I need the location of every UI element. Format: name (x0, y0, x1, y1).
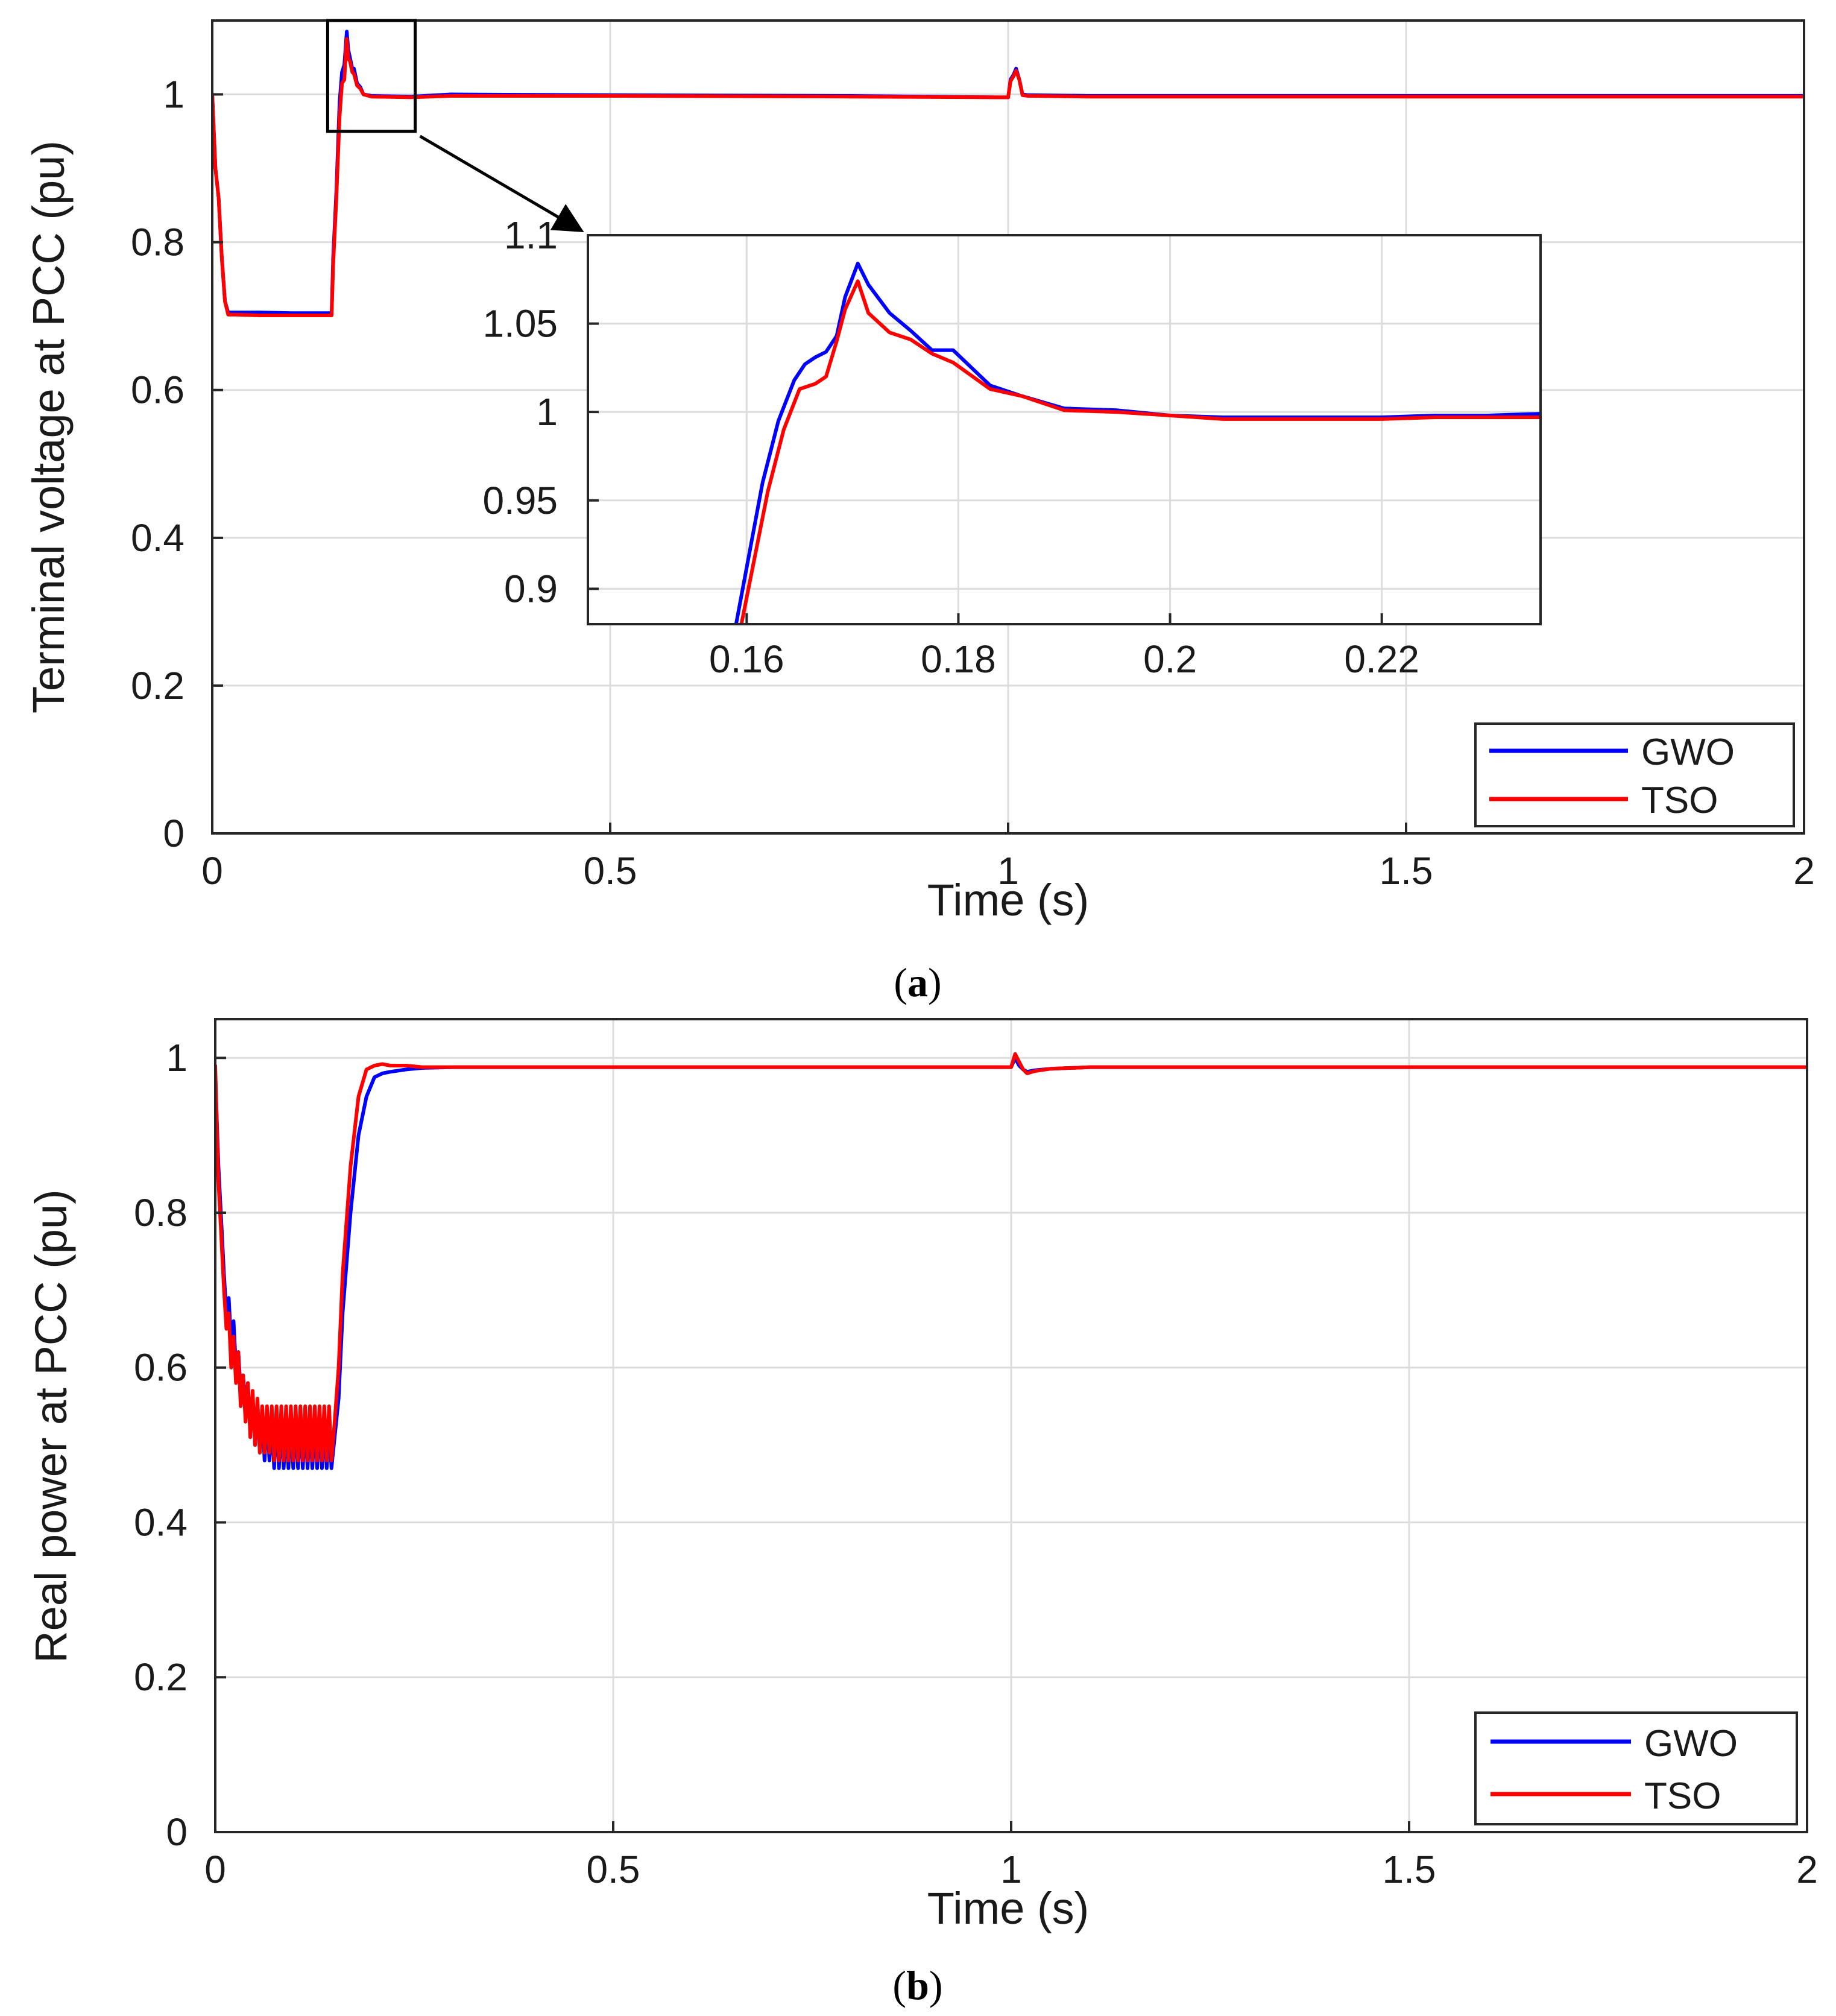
x-axis-label-b: Time (s) (927, 1883, 1090, 1933)
legend-label-gwo: GWO (1644, 1723, 1738, 1765)
y-tick-label: 0.9 (504, 567, 558, 610)
chart-panel-a: 0 0.2 0.4 0.6 0.8 1 0 0.5 1 1.5 2 0.9 0.95 1 1.05 1.1… (24, 19, 1815, 1005)
x-tick-label: 2 (1793, 849, 1815, 893)
zoom-box (326, 19, 417, 133)
legend-box-b (1474, 1711, 1798, 1825)
y-tick-label: 1 (163, 73, 185, 116)
x-tick-label: 2 (1796, 1848, 1818, 1891)
x-tick-label: 0 (201, 849, 223, 893)
grid-b (214, 1019, 1808, 1833)
inset-x-ticks: 0.16 0.18 0.2 0.22 (709, 613, 1419, 681)
x-tick-label: 1.5 (1383, 1848, 1436, 1891)
legend-box-a (1474, 722, 1795, 827)
x-axis-label-a: Time (s) (927, 875, 1090, 925)
y-tick-label: 0.2 (131, 664, 185, 707)
x-tick-label: 0.18 (921, 637, 996, 681)
y-tick-label: 0.4 (134, 1500, 188, 1544)
inset-plot-area (734, 261, 1541, 624)
x-tick-label: 0.5 (587, 1848, 640, 1891)
chart-panel-b: 0 0.2 0.4 0.6 0.8 1 0 0.5 1 1.5 2 GWO TSO Time (s… (26, 1018, 1818, 2008)
series-line-tso (212, 37, 1804, 317)
y-ticks-b: 0 0.2 0.4 0.6 0.8 1 (134, 1036, 226, 1854)
y-tick-label: 0.2 (134, 1655, 188, 1699)
y-tick-label: 1 (166, 1036, 188, 1079)
x-tick-label: 0.2 (1143, 637, 1197, 681)
y-axis-label-b: Real power at PCC (pu) (26, 1189, 76, 1663)
y-tick-label: 1 (536, 390, 558, 434)
legend-b: GWO TSO (1474, 1711, 1798, 1825)
y-ticks-a: 0 0.2 0.4 0.6 0.8 1 (131, 73, 223, 855)
y-tick-label: 0.95 (482, 479, 558, 522)
zoom-indicator (326, 19, 584, 233)
series-line-tso (739, 279, 1541, 624)
inset-y-ticks: 0.9 0.95 1 1.05 1.1 (482, 213, 599, 610)
x-tick-label: 1.5 (1380, 849, 1433, 893)
y-tick-label: 0 (166, 1810, 188, 1854)
x-tick-label: 0.5 (584, 849, 637, 893)
inset-background (588, 235, 1541, 624)
y-tick-label: 0.6 (131, 368, 185, 412)
y-tick-label: 0.8 (134, 1191, 188, 1234)
legend-label-tso: TSO (1641, 780, 1718, 821)
inset-chart: 0.9 0.95 1 1.05 1.1 0.16 0.18 0.2 0.22 (482, 213, 1542, 681)
y-tick-label: 0.6 (134, 1346, 188, 1389)
y-tick-label: 0.8 (131, 221, 185, 264)
y-tick-label: 0 (163, 812, 185, 855)
caption-letter-a: a (907, 959, 928, 1005)
x-tick-label: 0.16 (709, 637, 784, 681)
x-tick-label: 0 (204, 1848, 226, 1891)
x-tick-label: 1 (1000, 1848, 1022, 1891)
caption-letter-b: b (906, 1962, 929, 2008)
x-ticks-a: 0 0.5 1 1.5 2 (201, 823, 1815, 893)
legend-label-tso: TSO (1644, 1775, 1721, 1817)
legend-a: GWO TSO (1474, 722, 1795, 827)
legend-label-gwo: GWO (1641, 732, 1735, 773)
plot-area-b (215, 1052, 1807, 1470)
caption-a: (a) (894, 959, 941, 1005)
zoom-arrow (419, 134, 584, 233)
inset-frame (587, 234, 1542, 625)
y-axis-label-a: Terminal voltage at PCC (pu) (24, 141, 74, 713)
y-tick-label: 1.05 (482, 302, 558, 346)
x-tick-label: 1 (997, 849, 1019, 893)
x-tick-label: 0.22 (1344, 637, 1419, 681)
y-tick-label: 1.1 (504, 213, 558, 257)
y-tick-label: 0.4 (131, 516, 185, 560)
series-line-tso (215, 1052, 1807, 1462)
plot-area-a (212, 30, 1804, 317)
caption-b: (b) (892, 1962, 942, 2008)
x-ticks-b: 0 0.5 1 1.5 2 (204, 1821, 1818, 1891)
